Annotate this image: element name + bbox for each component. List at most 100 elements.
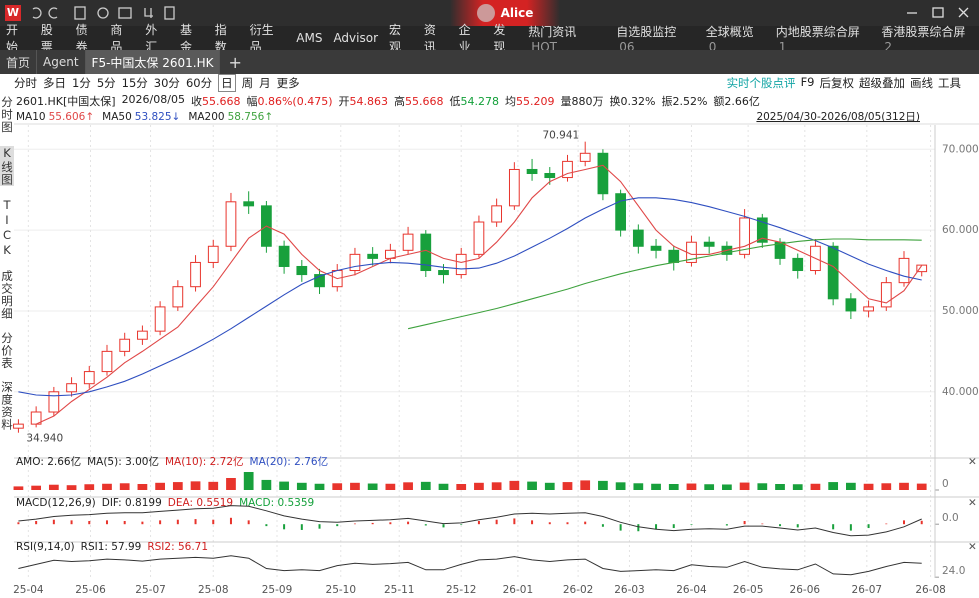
x-tick-label: 25-07 bbox=[135, 584, 166, 596]
period-button[interactable]: 5分 bbox=[96, 76, 116, 90]
candle-body bbox=[526, 168, 538, 175]
x-tick-label: 25-09 bbox=[262, 584, 293, 596]
tool-button[interactable]: 画线 bbox=[910, 76, 933, 90]
period-button[interactable]: 月 bbox=[259, 76, 271, 90]
quote-item: 振2.52% bbox=[661, 93, 707, 109]
volume-bar bbox=[261, 479, 272, 490]
volume-bar bbox=[899, 482, 909, 490]
menu-item[interactable]: Advisor bbox=[333, 31, 379, 45]
period-button[interactable]: 1分 bbox=[72, 76, 91, 90]
app-logo[interactable]: W bbox=[5, 5, 21, 21]
volume-bar bbox=[84, 484, 95, 490]
volume-bar bbox=[332, 483, 343, 490]
side-tab[interactable]: K线图 bbox=[0, 145, 14, 186]
volume-bar bbox=[31, 485, 42, 490]
x-tick-label: 25-08 bbox=[198, 584, 229, 596]
period-button[interactable]: 更多 bbox=[276, 76, 300, 90]
volume-bar bbox=[757, 483, 768, 490]
dif-line bbox=[18, 505, 922, 537]
macd-bar bbox=[424, 524, 427, 526]
menu-shortcut[interactable]: 自选股监控06 bbox=[616, 23, 693, 54]
quote-value: 54.278 bbox=[460, 95, 500, 108]
tab[interactable]: Agent bbox=[37, 50, 86, 74]
macd-bar bbox=[672, 524, 675, 529]
macd-bar bbox=[761, 523, 764, 525]
macd-bar bbox=[885, 523, 888, 525]
volume-bar bbox=[155, 482, 165, 490]
shortcut-badge: 2 bbox=[884, 39, 893, 54]
macd-bar bbox=[601, 524, 604, 527]
close-panel[interactable]: ✕ bbox=[968, 497, 977, 509]
volume-bar bbox=[668, 484, 679, 490]
volume-bar bbox=[119, 483, 130, 490]
side-tab[interactable]: 分时图 bbox=[0, 96, 14, 134]
tool-button[interactable]: 工具 bbox=[938, 76, 961, 90]
volume-bar bbox=[314, 483, 325, 490]
close-panel[interactable]: ✕ bbox=[968, 456, 977, 468]
menu-shortcut[interactable]: 内地股票综合屏1 bbox=[776, 23, 870, 54]
macd-bar bbox=[105, 520, 108, 525]
window-controls[interactable] bbox=[899, 0, 979, 26]
volume-bar bbox=[881, 483, 892, 490]
quote-label: 低 bbox=[449, 95, 461, 108]
volume-bar bbox=[13, 486, 24, 490]
candle-body bbox=[48, 391, 60, 413]
volume-bar bbox=[243, 472, 254, 490]
period-button[interactable]: 60分 bbox=[185, 76, 213, 90]
candle-body bbox=[756, 217, 768, 243]
candle-body bbox=[296, 265, 308, 276]
volume-bar bbox=[544, 482, 555, 490]
period-button[interactable]: 15分 bbox=[121, 76, 148, 90]
quote-label: 高 bbox=[394, 95, 405, 108]
period-button[interactable]: 分时 bbox=[14, 76, 37, 90]
close-panel[interactable]: ✕ bbox=[968, 541, 977, 553]
period-button[interactable]: 30分 bbox=[153, 76, 180, 90]
side-tab[interactable]: TICK bbox=[0, 197, 14, 258]
volume-bar bbox=[226, 478, 236, 490]
side-tab[interactable]: 深度资料 bbox=[0, 381, 14, 431]
macd-bar bbox=[832, 524, 835, 530]
ma-legend-value: 55.606↑ bbox=[49, 111, 95, 123]
user-tab[interactable]: Alice bbox=[450, 0, 560, 26]
volume-bar bbox=[863, 483, 874, 490]
macd-bar bbox=[903, 520, 906, 525]
tool-button[interactable]: 超级叠加 bbox=[859, 76, 905, 90]
candle-body bbox=[314, 274, 325, 288]
period-button[interactable]: 多日 bbox=[43, 76, 66, 90]
x-tick-label: 26-08 bbox=[915, 584, 946, 596]
volume-bar bbox=[722, 484, 732, 490]
rsi-line bbox=[18, 555, 922, 576]
candle-body bbox=[845, 298, 857, 312]
menu-item[interactable]: AMS bbox=[296, 31, 323, 45]
candle-body bbox=[367, 253, 379, 259]
menu-shortcut[interactable]: 全球概览0 bbox=[706, 23, 764, 54]
menu-shortcut[interactable]: 热门资讯HOT bbox=[528, 23, 604, 54]
title-bar: W Alice bbox=[0, 0, 979, 26]
quote-item: 收55.668 bbox=[191, 93, 241, 109]
candle-body bbox=[154, 306, 166, 332]
side-tab[interactable]: 分价表 bbox=[0, 331, 14, 370]
period-button[interactable]: 周 bbox=[241, 76, 254, 90]
macd-bar bbox=[389, 522, 392, 525]
tab[interactable]: 首页 bbox=[0, 50, 38, 74]
y-tick-label: 0.0 bbox=[942, 512, 959, 524]
candle-body bbox=[739, 217, 750, 255]
macd-bar bbox=[637, 524, 640, 532]
volume-bar bbox=[580, 480, 591, 490]
macd-bar bbox=[88, 521, 91, 525]
tool-button[interactable]: 实时个股点评 bbox=[726, 76, 796, 90]
menu-shortcut[interactable]: 香港股票综合屏2 bbox=[881, 23, 975, 54]
tab[interactable]: F5-中国太保 2601.HK bbox=[85, 50, 221, 74]
panel-legend: MACD: 0.5359 bbox=[239, 497, 314, 509]
volume-bar bbox=[704, 484, 715, 490]
tool-button[interactable]: 后复权 bbox=[819, 76, 855, 90]
x-tick-label: 26-01 bbox=[503, 584, 534, 596]
y-tick-label: 40.000 bbox=[942, 386, 979, 398]
tool-button[interactable]: F9 bbox=[800, 75, 815, 89]
period-button[interactable]: 日 bbox=[218, 74, 236, 92]
add-tab[interactable]: + bbox=[228, 52, 242, 72]
side-tab[interactable]: 成交明细 bbox=[0, 269, 14, 320]
x-tick-label: 25-06 bbox=[75, 584, 106, 596]
ma-line bbox=[35, 164, 923, 425]
candle-body bbox=[13, 423, 24, 429]
